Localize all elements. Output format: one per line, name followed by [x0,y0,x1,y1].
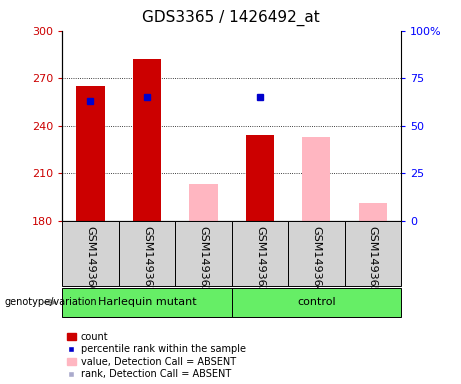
Text: GSM149360: GSM149360 [85,226,95,294]
Bar [344,221,401,286]
Bar [189,184,218,221]
Text: GSM149361: GSM149361 [142,226,152,294]
Bar [62,288,231,317]
Bar [231,221,288,286]
Bar [118,221,175,286]
Bar [77,86,105,221]
Text: GSM149362: GSM149362 [198,226,208,294]
Bar [62,221,118,286]
Bar [288,221,344,286]
Bar [302,137,331,221]
Text: GDS3365 / 1426492_at: GDS3365 / 1426492_at [142,10,319,26]
Bar [133,59,161,221]
Text: GSM149364: GSM149364 [311,226,321,294]
Text: control: control [297,297,336,308]
Bar [175,221,231,286]
Bar [359,204,387,221]
Text: GSM149363: GSM149363 [255,226,265,294]
Text: Harlequin mutant: Harlequin mutant [98,297,196,308]
Legend: count, percentile rank within the sample, value, Detection Call = ABSENT, rank, : count, percentile rank within the sample… [67,332,246,379]
Bar [231,288,401,317]
Bar [246,135,274,221]
Text: GSM149365: GSM149365 [368,226,378,294]
Text: genotype/variation: genotype/variation [5,297,97,308]
